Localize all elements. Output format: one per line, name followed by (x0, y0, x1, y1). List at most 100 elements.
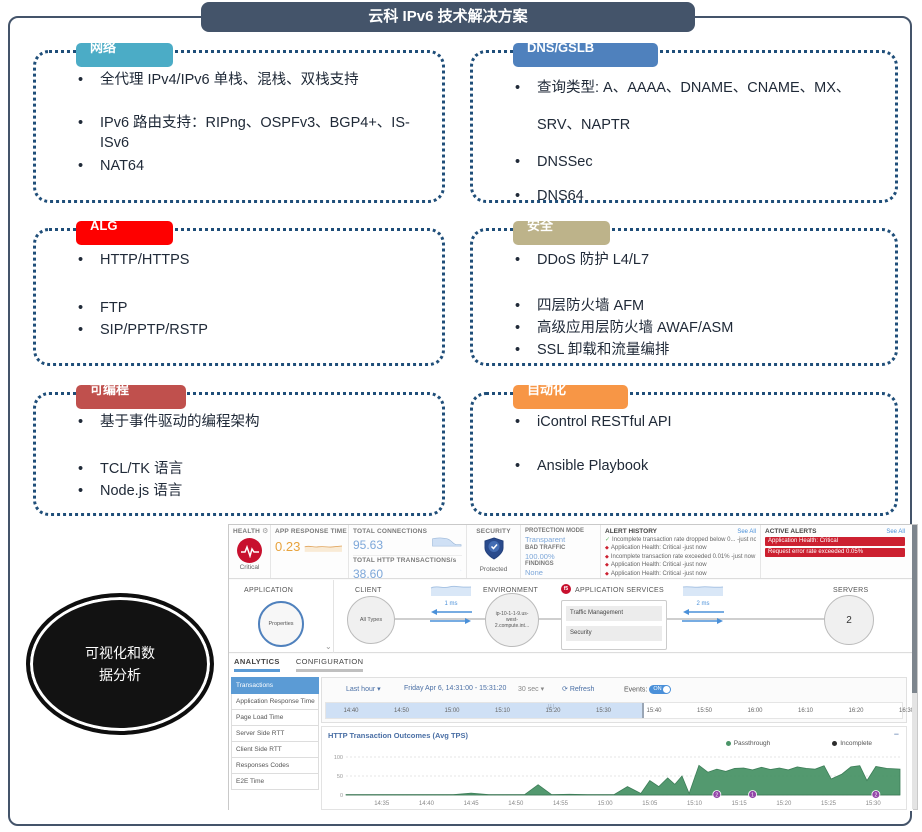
collapse-chart-icon[interactable]: − (893, 729, 899, 739)
refresh-icon: ⟳ (562, 686, 568, 693)
alert-history-text: Application Health: Critical -just now (610, 570, 707, 577)
refresh-button[interactable]: ⟳ Refresh (562, 686, 595, 693)
analytics-sidebar-item-responses-codes[interactable]: Responses Codes (231, 758, 319, 774)
network-box-label: 网络 (76, 43, 173, 67)
latency-sparkline (682, 586, 724, 596)
analytics-sidebar: Transactions Application Response Time Pag… (231, 677, 319, 790)
alert-diamond-icon: ◆ (605, 562, 609, 569)
events-toggle-pill[interactable]: ON (649, 685, 671, 694)
svg-text:2: 2 (874, 793, 877, 799)
client-node[interactable]: All Types (347, 596, 395, 644)
security-box-label: 安全 (513, 221, 610, 245)
active-alerts-see-all-link[interactable]: See All (886, 528, 905, 535)
chart-event-marker[interactable]: 2 (712, 790, 722, 799)
network-feature-box: 网络 全代理 IPv4/IPv6 单栈、混栈、双栈支持 IPv6 路由支持：RI… (33, 43, 445, 203)
timeline-selection[interactable] (326, 703, 644, 718)
latency-label: 1 ms (444, 601, 458, 607)
legend-item-passthrough[interactable]: Passthrough (725, 740, 770, 747)
scrollbar-thumb[interactable] (912, 525, 917, 693)
bad-traffic-label: BAD TRAFFIC (525, 544, 566, 551)
connector-line (667, 618, 825, 620)
health-pulse-icon (237, 538, 262, 563)
timeline-tick-label: 16:20 (848, 708, 864, 714)
timeline-brush[interactable]: ||| 14:40 14:50 15:00 15:10 15:20 15:30 15:40 1… (325, 702, 914, 719)
total-http-value: 38.60 (353, 567, 384, 579)
connector-line (539, 618, 563, 620)
alert-diamond-icon: ◆ (605, 570, 609, 577)
timeline-grip[interactable]: ||| (548, 704, 555, 710)
transaction-outcomes-chart: 0 50 100 14:35 14:40 14:45 14:50 14:55 15:00 15:0… (334, 755, 901, 807)
tab-analytics[interactable]: ANALYTICS (234, 657, 280, 672)
findings-label: FINDINGS (525, 561, 554, 567)
alert-diamond-icon: ◆ (605, 553, 609, 560)
analytics-sidebar-item-client-side-rtt[interactable]: Client Side RTT (231, 742, 319, 758)
analytics-sidebar-item-page-load-time[interactable]: Page Load Time (231, 710, 319, 726)
chevron-down-icon: ▾ (540, 686, 545, 693)
feature-item: DNSSec (513, 152, 885, 172)
network-box-label-text: 网络 (90, 43, 117, 55)
alg-box-label: ALG (76, 221, 173, 245)
timeline-tick-label: 16:10 (797, 708, 813, 714)
timeline-tick-label: 15:20 (545, 708, 561, 714)
alg-feature-box: ALG HTTP/HTTPS FTP SIP/PPTP/RSTP (33, 221, 445, 366)
application-properties-node[interactable]: Properties (258, 601, 304, 647)
servers-count: 2 (846, 614, 852, 626)
timeline-tick-label: 16:00 (747, 708, 763, 714)
events-toggle[interactable]: Events: ON (624, 685, 671, 694)
tab-configuration[interactable]: CONFIGURATION (295, 657, 364, 672)
alg-box-label-text: ALG (90, 221, 118, 233)
feature-item: 查询类型: A、AAAA、DNAME、CNAME、MX、SRV、NAPTR (513, 70, 875, 144)
panel-collapse-icon[interactable]: ⌄ (325, 642, 332, 651)
alert-history-text: Incomplete transaction rate exceeded 0.0… (610, 553, 756, 560)
svg-text:100: 100 (334, 755, 343, 761)
connector-line (395, 618, 487, 620)
analytics-section: ANALYTICS CONFIGURATION Transactions Appl… (229, 654, 914, 811)
application-node-text: Properties (268, 621, 294, 627)
feature-item: 高级应用层防火墙 AWAF/ASM (513, 318, 885, 338)
security-box-label-text: 安全 (527, 221, 554, 233)
chart-event-marker[interactable]: 1 (748, 790, 757, 799)
scrollbar[interactable] (912, 525, 917, 809)
legend-dot-icon (832, 741, 838, 746)
alert-history-title: ALERT HISTORY (605, 528, 658, 535)
alert-history-see-all-link[interactable]: See All (737, 528, 756, 535)
protection-mode-label: PROTECTION MODE (525, 528, 585, 534)
health-bar: HEALTH ⚙ Critical APP RESPONSE TIME 0.23 (229, 525, 913, 579)
app-response-time-label: APP RESPONSE TIME (275, 528, 347, 535)
analytics-sidebar-item-transactions[interactable]: Transactions (231, 677, 319, 694)
analytics-sidebar-item-e2e-time[interactable]: E2E Time (231, 774, 319, 790)
chart-event-marker[interactable]: 2 (871, 790, 881, 799)
total-http-label: TOTAL HTTP TRANSACTIONS/s (353, 557, 457, 564)
service-row-security[interactable]: Security (566, 626, 662, 641)
alert-history-text: Application Health: Critical -just now (610, 545, 707, 552)
transaction-outcomes-chart-panel: HTTP Transaction Outcomes (Avg TPS) − Pa… (321, 726, 907, 810)
app-response-time-column: APP RESPONSE TIME 0.23 (271, 525, 349, 578)
programmability-feature-box: 可编程 基于事件驱动的编程架构 TCL/TK 语言 Node.js 语言 (33, 385, 445, 516)
automation-feature-box: 自动化 iControl RESTful API Ansible Playboo… (470, 385, 898, 516)
application-services-label: APPLICATION SERVICES (575, 587, 664, 594)
timeline-tick-label: 14:50 (393, 708, 409, 714)
programmability-box-label: 可编程 (76, 385, 186, 409)
interval-dropdown[interactable]: 30 sec ▾ (518, 686, 545, 693)
servers-node[interactable]: 2 (824, 595, 874, 645)
timeline-tick-label: 15:00 (444, 708, 460, 714)
latency-label: 2 ms (696, 601, 710, 607)
total-connections-value: 95.63 (353, 538, 384, 552)
legend-item-incomplete[interactable]: Incomplete (832, 740, 872, 747)
feature-item: HTTP/HTTPS (76, 250, 432, 270)
feature-item: Node.js 语言 (76, 481, 432, 501)
environment-node[interactable]: ip-10-1-1-9.us-west-2.compute.int... (485, 593, 539, 647)
gear-icon[interactable]: ⚙ (262, 528, 269, 535)
alert-history-item: ◆ Application Health: Critical -just now (605, 570, 756, 578)
timeline-tick-label: 15:10 (494, 708, 510, 714)
feature-item: DDoS 防护 L4/L7 (513, 250, 885, 270)
analytics-sidebar-item-application-response-time[interactable]: Application Response Time (231, 694, 319, 710)
time-range-dropdown[interactable]: Last hour ▾ (346, 686, 381, 693)
analytics-sidebar-item-server-side-rtt[interactable]: Server Side RTT (231, 726, 319, 742)
service-row-traffic-management[interactable]: Traffic Management (566, 606, 662, 621)
protection-column: PROTECTION MODE Transparent BAD TRAFFIC … (521, 525, 601, 578)
servers-section-label: SERVERS (833, 587, 869, 594)
dns-gslb-box-label-text: DNS/GSLB (527, 43, 595, 55)
svg-text:15:20: 15:20 (776, 801, 792, 807)
